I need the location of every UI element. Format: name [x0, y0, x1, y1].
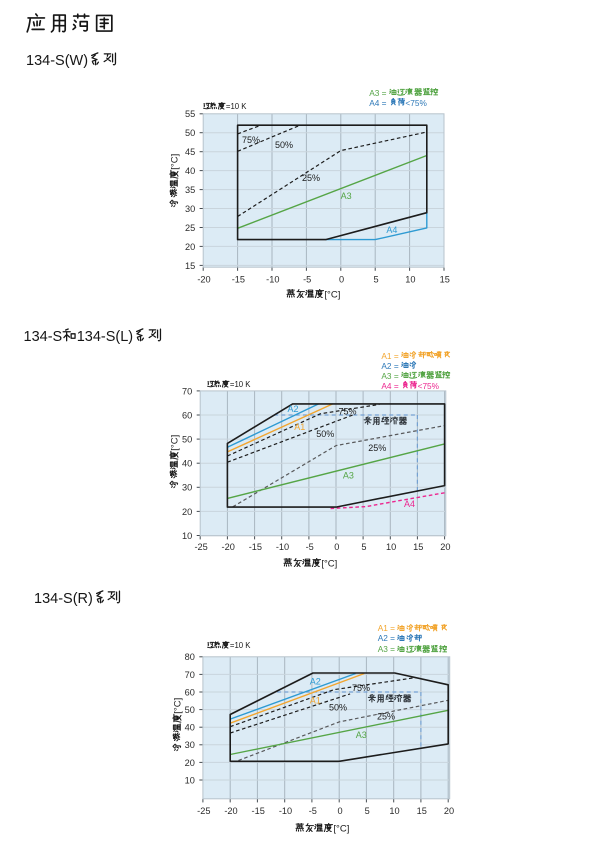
svg-text:5: 5 [365, 806, 370, 816]
svg-text:A2: A2 [288, 404, 299, 414]
svg-text:40: 40 [185, 723, 195, 733]
svg-text:-25: -25 [197, 806, 210, 816]
svg-text:30: 30 [185, 740, 195, 750]
svg-text:50%: 50% [329, 703, 347, 713]
svg-text:30: 30 [182, 483, 192, 493]
svg-text:20: 20 [185, 758, 195, 768]
svg-text:0: 0 [337, 806, 342, 816]
svg-text:A4: A4 [404, 499, 415, 509]
svg-text:-5: -5 [309, 806, 317, 816]
svg-text:-20: -20 [197, 275, 210, 285]
svg-text:15: 15 [417, 806, 427, 816]
svg-text:55: 55 [185, 109, 195, 119]
svg-text:5: 5 [361, 542, 366, 552]
svg-text:A1: A1 [294, 422, 305, 432]
svg-text:-15: -15 [232, 275, 245, 285]
svg-text:-15: -15 [249, 542, 262, 552]
svg-text:50: 50 [185, 128, 195, 138]
svg-text:20: 20 [182, 507, 192, 517]
svg-text:20: 20 [444, 806, 454, 816]
svg-text:15: 15 [185, 261, 195, 271]
svg-text:-25: -25 [194, 542, 207, 552]
svg-text:10: 10 [182, 531, 192, 541]
svg-text:A3: A3 [341, 191, 352, 201]
svg-text:50: 50 [185, 705, 195, 715]
svg-text:35: 35 [185, 185, 195, 195]
svg-text:50: 50 [182, 435, 192, 445]
svg-text:5: 5 [373, 275, 378, 285]
svg-text:0: 0 [334, 542, 339, 552]
svg-text:-10: -10 [266, 275, 279, 285]
svg-text:-10: -10 [276, 542, 289, 552]
svg-text:80: 80 [185, 652, 195, 662]
svg-text:25: 25 [185, 223, 195, 233]
svg-text:60: 60 [182, 410, 192, 420]
svg-text:10: 10 [389, 806, 399, 816]
svg-text:A4: A4 [386, 225, 397, 235]
svg-text:A1: A1 [310, 696, 321, 706]
svg-text:0: 0 [339, 275, 344, 285]
svg-text:40: 40 [185, 166, 195, 176]
svg-text:50%: 50% [275, 140, 293, 150]
svg-text:20: 20 [185, 242, 195, 252]
svg-text:-10: -10 [279, 806, 292, 816]
svg-text:10: 10 [185, 775, 195, 785]
svg-text:25%: 25% [368, 443, 386, 453]
svg-text:20: 20 [440, 542, 450, 552]
svg-text:15: 15 [413, 542, 423, 552]
svg-text:75%: 75% [352, 683, 370, 693]
svg-text:25%: 25% [302, 173, 320, 183]
svg-text:30: 30 [185, 204, 195, 214]
svg-text:60: 60 [185, 687, 195, 697]
svg-text:70: 70 [185, 670, 195, 680]
svg-text:10: 10 [405, 275, 415, 285]
svg-text:50%: 50% [316, 429, 334, 439]
svg-text:A3: A3 [343, 470, 354, 480]
svg-text:-5: -5 [306, 542, 314, 552]
svg-text:A3: A3 [356, 730, 367, 740]
svg-text:70: 70 [182, 386, 192, 396]
svg-text:-5: -5 [303, 275, 311, 285]
svg-text:25%: 25% [377, 712, 395, 722]
svg-text:A2: A2 [310, 676, 321, 686]
svg-text:40: 40 [182, 459, 192, 469]
svg-text:-20: -20 [222, 542, 235, 552]
svg-text:-15: -15 [252, 806, 265, 816]
svg-text:45: 45 [185, 147, 195, 157]
svg-text:15: 15 [440, 275, 450, 285]
svg-text:-20: -20 [224, 806, 237, 816]
svg-text:75%: 75% [242, 135, 260, 145]
svg-text:75%: 75% [339, 407, 357, 417]
svg-text:10: 10 [386, 542, 396, 552]
